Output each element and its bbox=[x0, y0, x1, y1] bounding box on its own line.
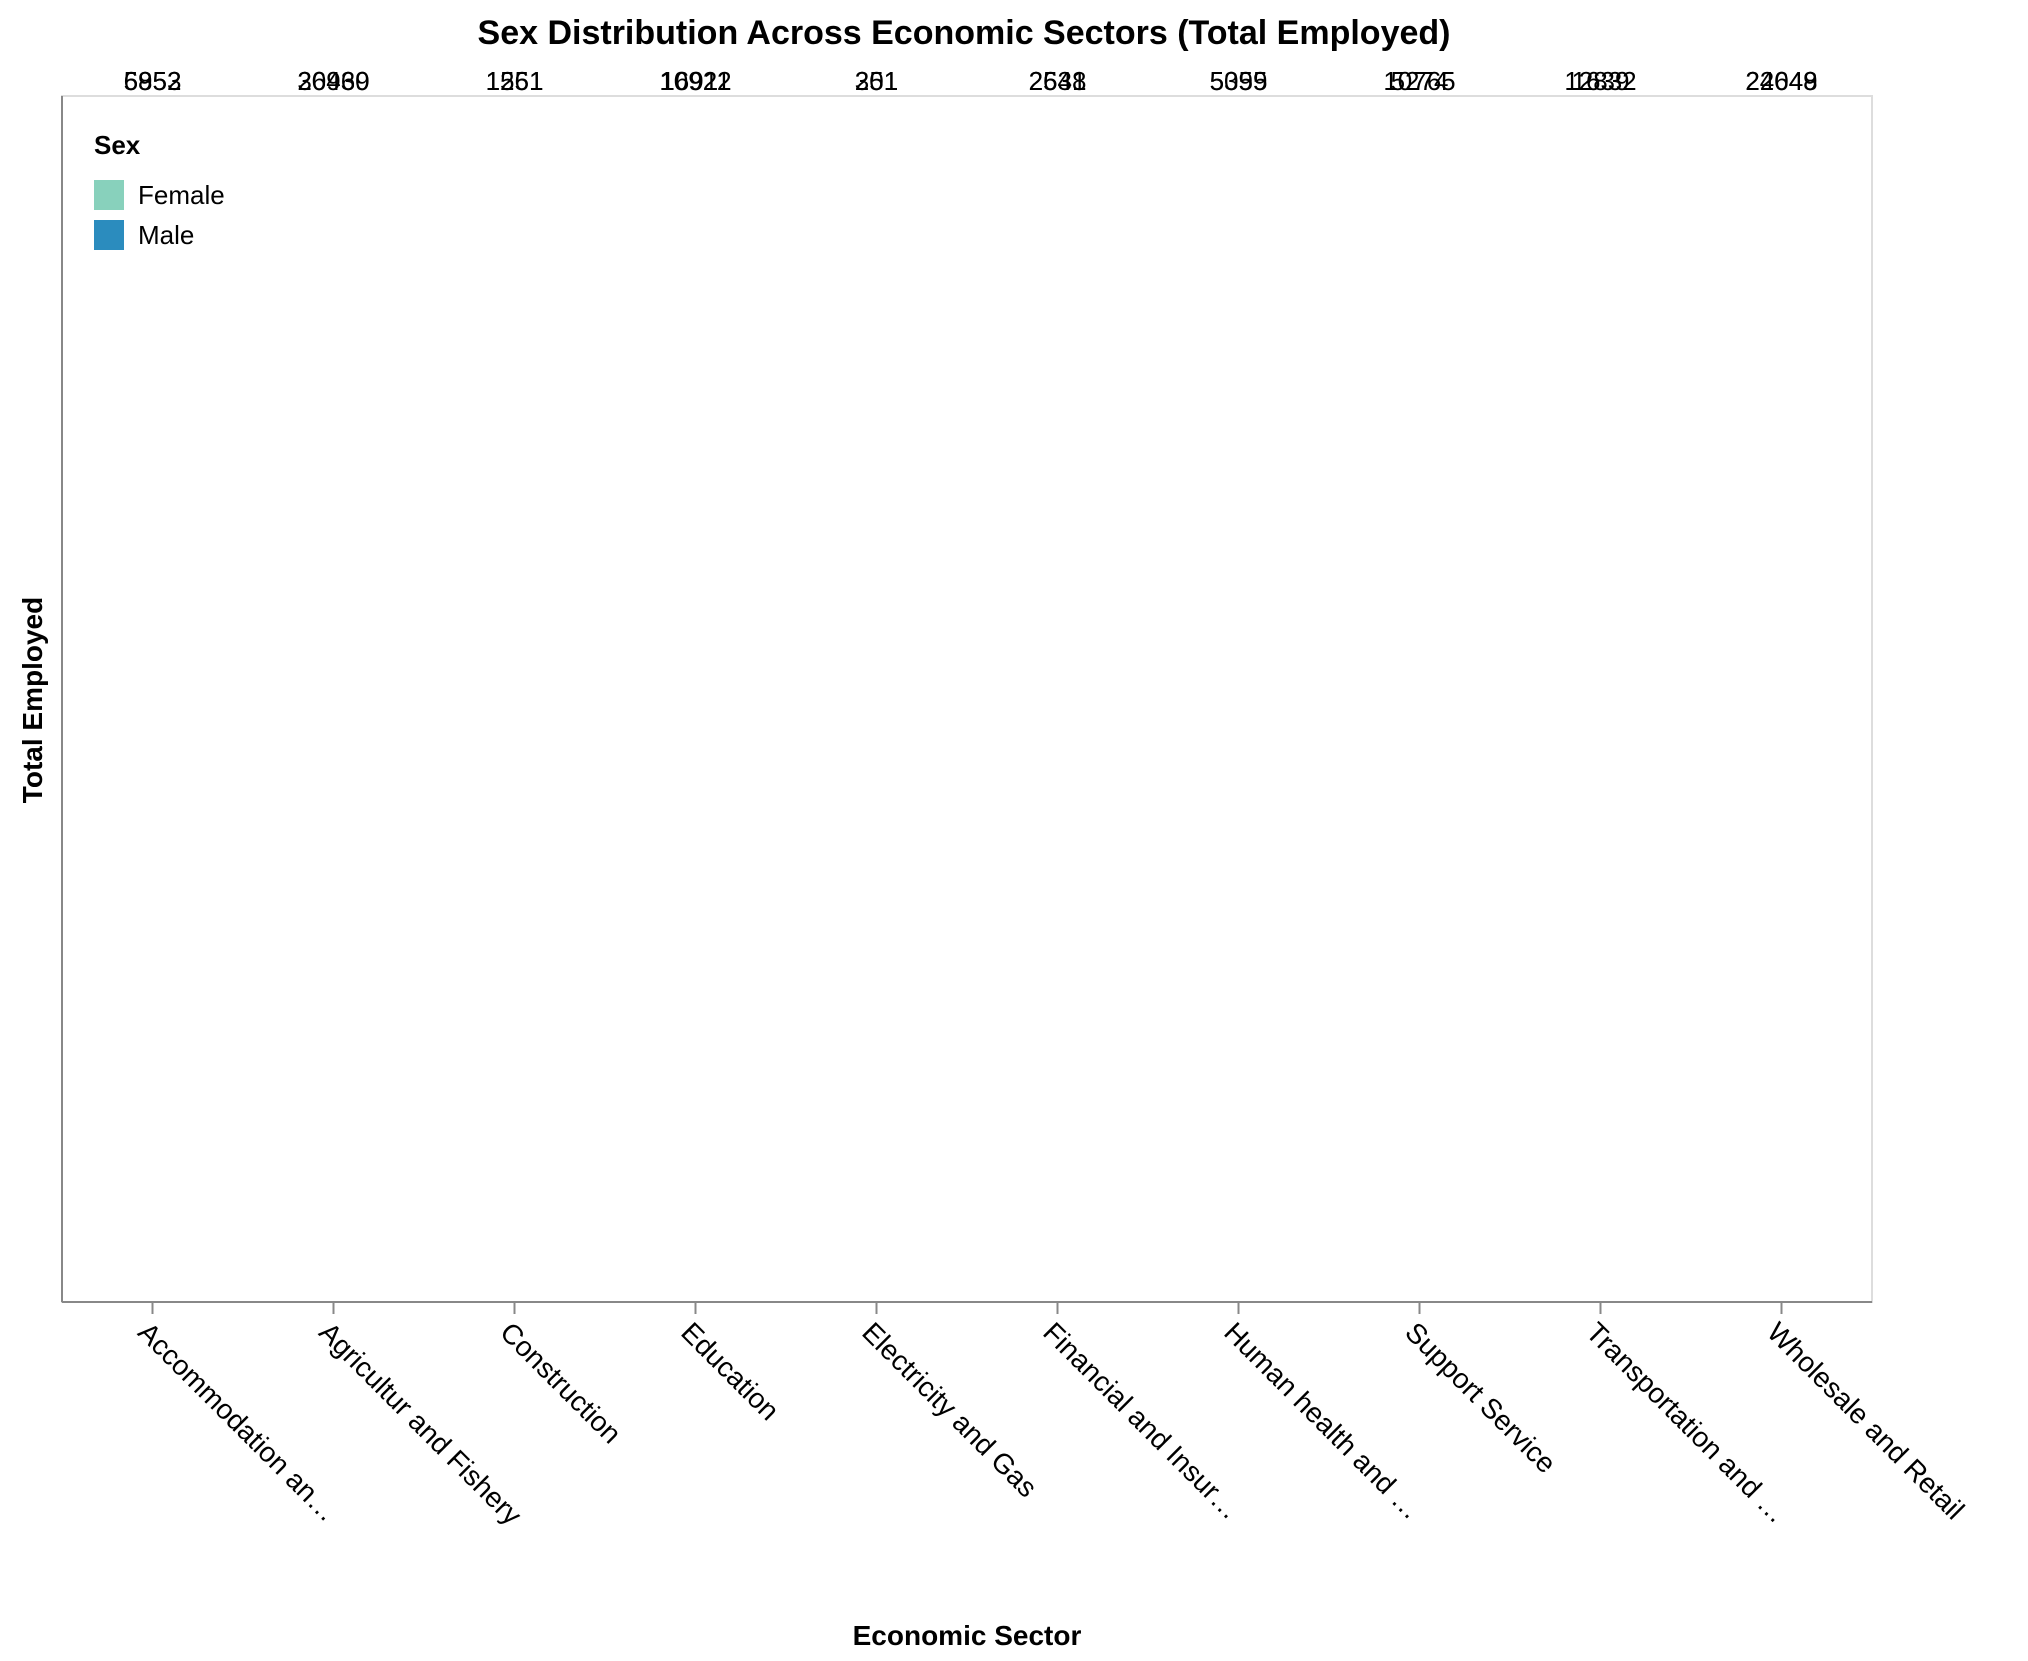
legend: Sex Female Male bbox=[94, 130, 225, 250]
x-tick-label: Transportation and … bbox=[1580, 1316, 1793, 1529]
plot-frame bbox=[61, 95, 1873, 1303]
data-label-male: 26939 bbox=[297, 66, 369, 96]
x-tick-label: Financial and Insur… bbox=[1037, 1316, 1246, 1525]
x-tick-label: Construction bbox=[494, 1316, 627, 1449]
data-label-female: 22649 bbox=[1745, 66, 1817, 96]
data-label-female: 10765 bbox=[1383, 66, 1455, 96]
data-label-female: 1639 bbox=[1572, 66, 1630, 96]
x-tick-label: Accommodation an… bbox=[132, 1316, 343, 1527]
legend-swatch-male bbox=[94, 220, 124, 250]
data-label-female: 1251 bbox=[486, 66, 544, 96]
legend-label-male: Male bbox=[138, 220, 194, 250]
data-label-female: 2631 bbox=[1029, 66, 1087, 96]
data-label-female: 6952 bbox=[124, 66, 182, 96]
y-axis-title: Total Employed bbox=[17, 597, 48, 803]
data-label-male: 16911 bbox=[660, 66, 730, 96]
x-axis-title: Economic Sector bbox=[853, 1620, 1082, 1651]
x-tick-label: Support Service bbox=[1399, 1316, 1562, 1479]
x-tick-label: Electricity and Gas bbox=[856, 1316, 1043, 1503]
x-axis-ticks: Accommodation an…Agricultur and FisheryC… bbox=[132, 1302, 1970, 1531]
data-label-female: 10922 bbox=[659, 66, 731, 96]
data-label-female: 30460 bbox=[297, 66, 369, 96]
legend-label-female: Female bbox=[138, 180, 225, 210]
legend-title: Sex bbox=[94, 130, 141, 160]
data-label-male: 2548 bbox=[1029, 66, 1087, 96]
data-label-female: 201 bbox=[855, 66, 898, 96]
data-label-male: 1561 bbox=[486, 66, 544, 96]
x-tick-label: Education bbox=[675, 1316, 785, 1426]
data-label-male: 24048 bbox=[1745, 66, 1817, 96]
data-label-male: 5395 bbox=[1210, 66, 1268, 96]
x-tick-label: Agricultur and Fishery bbox=[313, 1316, 527, 1530]
chart-title: Sex Distribution Across Economic Sectors… bbox=[478, 14, 1451, 52]
data-label-male: 351 bbox=[855, 66, 898, 96]
data-label-male: 5274 bbox=[1391, 66, 1449, 96]
data-label-male: 5853 bbox=[124, 66, 182, 96]
legend-swatch-female bbox=[94, 180, 124, 210]
data-label-female: 5059 bbox=[1210, 66, 1268, 96]
x-tick-label: Human health and … bbox=[1218, 1316, 1427, 1525]
x-tick-label: Wholesale and Retail bbox=[1761, 1316, 1970, 1525]
data-label-male: 12832 bbox=[1564, 66, 1636, 96]
